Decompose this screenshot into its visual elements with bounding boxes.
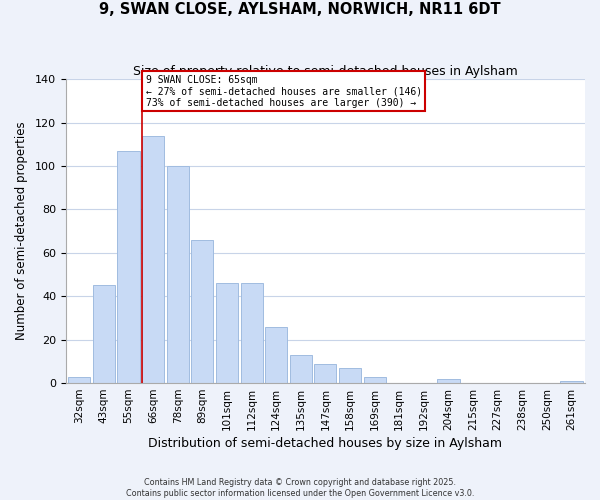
X-axis label: Distribution of semi-detached houses by size in Aylsham: Distribution of semi-detached houses by … [148, 437, 502, 450]
Bar [191, 240, 214, 383]
Bar [142, 136, 164, 383]
Bar [167, 166, 189, 383]
Bar [118, 151, 140, 383]
Bar [314, 364, 337, 383]
Bar [265, 326, 287, 383]
Bar [216, 283, 238, 383]
Text: 9, SWAN CLOSE, AYLSHAM, NORWICH, NR11 6DT: 9, SWAN CLOSE, AYLSHAM, NORWICH, NR11 6D… [99, 2, 501, 18]
Bar [68, 376, 91, 383]
Bar [437, 378, 460, 383]
Y-axis label: Number of semi-detached properties: Number of semi-detached properties [15, 122, 28, 340]
Bar [241, 283, 263, 383]
Bar [290, 355, 312, 383]
Text: Contains HM Land Registry data © Crown copyright and database right 2025.
Contai: Contains HM Land Registry data © Crown c… [126, 478, 474, 498]
Title: Size of property relative to semi-detached houses in Aylsham: Size of property relative to semi-detach… [133, 65, 518, 78]
Bar [560, 381, 583, 383]
Bar [339, 368, 361, 383]
Bar [93, 286, 115, 383]
Bar [364, 376, 386, 383]
Text: 9 SWAN CLOSE: 65sqm
← 27% of semi-detached houses are smaller (146)
73% of semi-: 9 SWAN CLOSE: 65sqm ← 27% of semi-detach… [146, 74, 422, 108]
